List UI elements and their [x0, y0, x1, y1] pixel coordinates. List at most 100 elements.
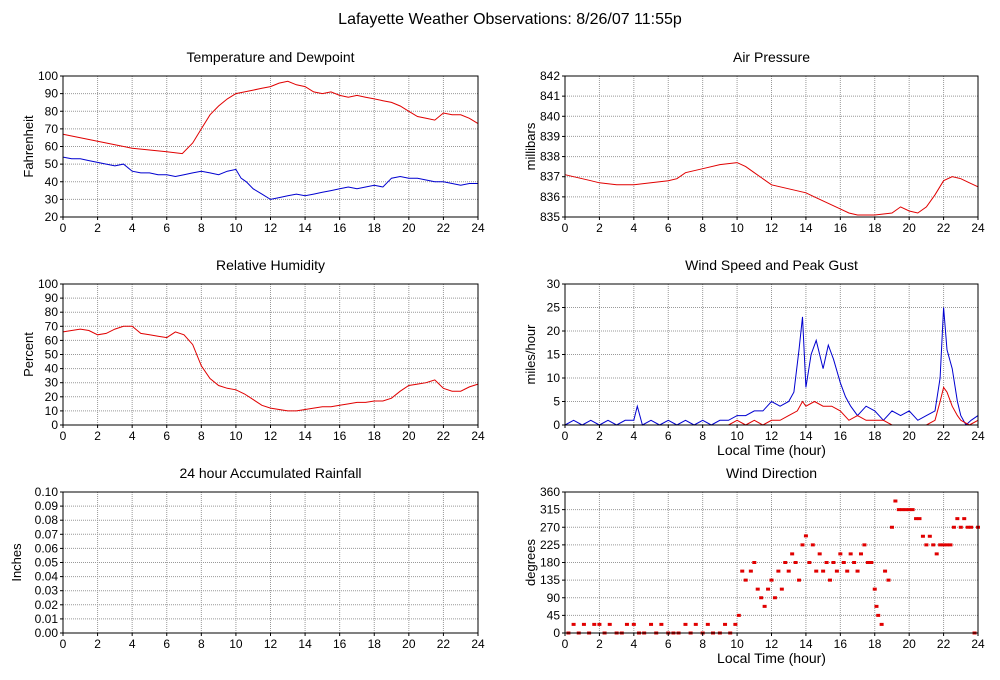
y-tick-label: 50 — [45, 348, 59, 362]
series-line-red — [62, 325, 479, 412]
x-tick-label: 12 — [765, 221, 779, 235]
x-tick-label: 10 — [229, 637, 243, 651]
data-point — [800, 543, 805, 547]
data-point — [938, 543, 943, 547]
x-tick-label: 8 — [699, 221, 706, 235]
data-point — [941, 543, 946, 547]
y-tick-label: 0 — [553, 626, 560, 640]
chart-title: Air Pressure — [733, 49, 810, 65]
data-point — [807, 561, 812, 564]
x-tick-label: 16 — [333, 637, 347, 651]
data-point — [951, 525, 956, 529]
chart-title: Relative Humidity — [216, 257, 325, 273]
x-tick-label: 20 — [902, 221, 916, 235]
x-tick-label: 6 — [163, 637, 170, 651]
y-tick-label: 20 — [547, 324, 561, 338]
data-point — [834, 569, 839, 573]
chart-title: Wind Speed and Peak Gust — [685, 257, 858, 273]
x-tick-label: 18 — [868, 637, 882, 651]
x-tick-label: 8 — [198, 221, 205, 235]
y-tick-label: 100 — [38, 69, 58, 83]
data-point — [803, 534, 808, 538]
x-tick-label: 12 — [264, 429, 278, 443]
data-point — [581, 622, 586, 626]
x-tick-label: 14 — [298, 221, 312, 235]
data-point — [755, 587, 760, 591]
x-tick-label: 10 — [229, 429, 243, 443]
y-tick-label: 839 — [540, 129, 560, 143]
y-tick-label: 0.07 — [35, 527, 59, 541]
y-tick-label: 0.03 — [35, 584, 59, 598]
x-tick-label: 0 — [60, 221, 67, 235]
x-tick-label: 22 — [937, 637, 951, 651]
data-point — [649, 622, 654, 626]
x-tick-label: 18 — [868, 429, 882, 443]
x-tick-label: 2 — [94, 221, 101, 235]
y-tick-label: 360 — [540, 485, 560, 499]
y-tick-label: 837 — [540, 170, 560, 184]
y-tick-label: 70 — [45, 122, 59, 136]
x-tick-label: 6 — [163, 429, 170, 443]
y-tick-label: 840 — [540, 109, 560, 123]
data-point — [740, 569, 745, 573]
y-axis-label: Fahrenheit — [21, 115, 36, 178]
x-tick-label: 20 — [902, 429, 916, 443]
y-tick-label: 50 — [45, 157, 59, 171]
y-axis-label: Inches — [9, 543, 24, 582]
x-tick-label: 16 — [834, 637, 848, 651]
y-tick-label: 60 — [45, 140, 59, 154]
y-tick-label: 0 — [553, 418, 560, 432]
data-point — [874, 604, 879, 608]
x-tick-label: 20 — [902, 637, 916, 651]
x-tick-label: 24 — [471, 637, 485, 651]
data-point — [810, 543, 815, 547]
y-tick-label: 835 — [540, 210, 560, 224]
y-tick-label: 30 — [45, 376, 59, 390]
data-point — [683, 622, 688, 626]
series-line-blue — [62, 156, 478, 200]
data-point — [910, 508, 915, 512]
data-point — [872, 587, 877, 591]
data-point — [914, 517, 919, 521]
y-tick-label: 25 — [547, 301, 561, 315]
y-tick-label: 180 — [540, 556, 560, 570]
data-point — [766, 587, 771, 591]
x-tick-label: 8 — [198, 429, 205, 443]
data-point — [723, 622, 728, 626]
data-point — [852, 561, 857, 564]
x-tick-label: 6 — [665, 637, 672, 651]
x-tick-label: 12 — [765, 637, 779, 651]
data-point — [838, 552, 843, 556]
data-point — [831, 561, 836, 564]
data-point — [927, 534, 932, 538]
data-point — [886, 578, 891, 582]
data-point — [948, 543, 953, 547]
data-point — [624, 622, 629, 626]
x-tick-label: 16 — [834, 429, 848, 443]
x-tick-label: 4 — [630, 429, 637, 443]
data-point — [931, 543, 936, 547]
page-title: Lafayette Weather Observations: 8/26/07 … — [338, 11, 682, 28]
series-line-blue — [564, 307, 979, 426]
x-tick-label: 14 — [799, 429, 813, 443]
series-line-red — [62, 80, 479, 155]
y-tick-label: 0 — [51, 418, 58, 432]
x-tick-label: 2 — [596, 637, 603, 651]
y-tick-label: 0.09 — [35, 499, 59, 513]
data-point — [814, 569, 819, 573]
data-point — [879, 622, 884, 626]
x-tick-label: 0 — [60, 429, 67, 443]
x-tick-label: 12 — [264, 637, 278, 651]
y-tick-label: 20 — [45, 390, 59, 404]
y-tick-label: 90 — [547, 591, 561, 605]
data-point — [907, 508, 912, 512]
data-point — [841, 561, 846, 564]
data-point — [962, 517, 967, 521]
y-tick-label: 135 — [540, 573, 560, 587]
x-tick-label: 10 — [730, 637, 744, 651]
x-tick-label: 18 — [368, 221, 382, 235]
